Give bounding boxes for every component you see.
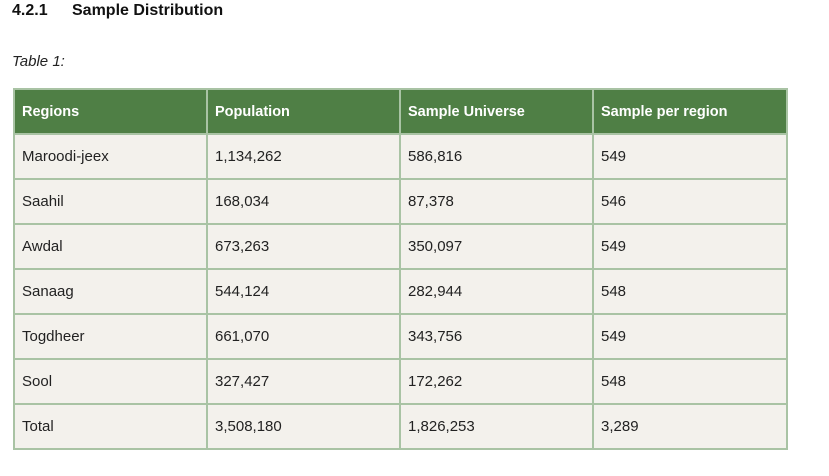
table-row: Togdheer 661,070 343,756 549 [13, 313, 788, 360]
sample-per-region-cell: 548 [592, 268, 788, 315]
table-row: Sool 327,427 172,262 548 [13, 358, 788, 405]
region-cell: Saahil [13, 178, 208, 225]
section-heading: 4.2.1 Sample Distribution [12, 2, 223, 20]
table-row: Sanaag 544,124 282,944 548 [13, 268, 788, 315]
column-header-population: Population [206, 88, 401, 135]
region-cell: Sool [13, 358, 208, 405]
sample-universe-cell: 343,756 [399, 313, 594, 360]
table-header-row: Regions Population Sample Universe Sampl… [13, 88, 788, 135]
sample-per-region-cell: 549 [592, 313, 788, 360]
population-cell: 1,134,262 [206, 133, 401, 180]
table-row-total: Total 3,508,180 1,826,253 3,289 [13, 403, 788, 450]
population-cell: 327,427 [206, 358, 401, 405]
table-row: Saahil 168,034 87,378 546 [13, 178, 788, 225]
column-header-sample-universe: Sample Universe [399, 88, 594, 135]
sample-universe-cell: 350,097 [399, 223, 594, 270]
sample-universe-cell: 172,262 [399, 358, 594, 405]
column-header-regions: Regions [13, 88, 208, 135]
population-cell: 673,263 [206, 223, 401, 270]
sample-universe-cell: 282,944 [399, 268, 594, 315]
region-cell: Awdal [13, 223, 208, 270]
region-cell: Togdheer [13, 313, 208, 360]
sample-universe-cell: 586,816 [399, 133, 594, 180]
sample-universe-cell: 1,826,253 [399, 403, 594, 450]
table-row: Awdal 673,263 350,097 549 [13, 223, 788, 270]
sample-universe-cell: 87,378 [399, 178, 594, 225]
table-caption: Table 1: [12, 53, 65, 70]
region-cell: Sanaag [13, 268, 208, 315]
region-cell: Maroodi-jeex [13, 133, 208, 180]
population-cell: 168,034 [206, 178, 401, 225]
section-title: Sample Distribution [72, 2, 224, 19]
column-header-sample-per-region: Sample per region [592, 88, 788, 135]
population-cell: 3,508,180 [206, 403, 401, 450]
section-number: 4.2.1 [12, 2, 48, 19]
sample-per-region-cell: 3,289 [592, 403, 788, 450]
population-cell: 661,070 [206, 313, 401, 360]
population-cell: 544,124 [206, 268, 401, 315]
sample-per-region-cell: 549 [592, 223, 788, 270]
sample-per-region-cell: 548 [592, 358, 788, 405]
sample-per-region-cell: 549 [592, 133, 788, 180]
table-row: Maroodi-jeex 1,134,262 586,816 549 [13, 133, 788, 180]
region-cell: Total [13, 403, 208, 450]
sample-distribution-table: Regions Population Sample Universe Sampl… [13, 88, 788, 450]
sample-per-region-cell: 546 [592, 178, 788, 225]
